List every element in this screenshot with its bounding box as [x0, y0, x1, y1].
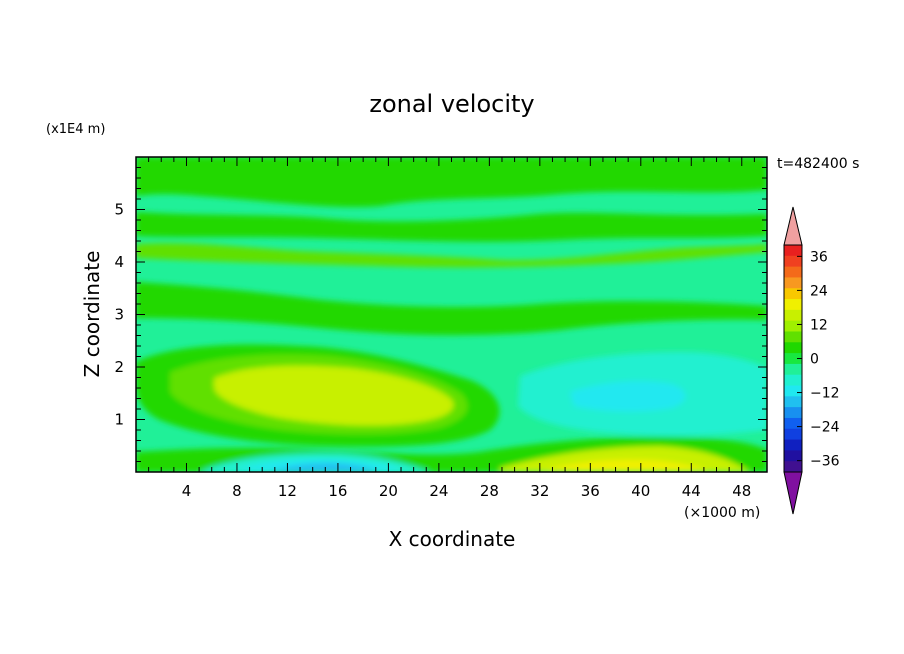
x-axis-ticks: 4 8 12 16 20 24 28 32 36 40 44 48: [148, 157, 755, 500]
x-tick-label: 40: [631, 482, 650, 500]
colorbar-tick-label: −12: [810, 386, 840, 402]
colorbar-tick-label: −36: [810, 454, 840, 470]
colorbar-level: [784, 331, 802, 343]
colorbar-level: [784, 407, 802, 419]
x-tick-label: 48: [732, 482, 751, 500]
y-multiplier-label: (x1E4 m): [46, 122, 105, 137]
contour-cyan-core: [570, 381, 686, 412]
colorbar-level: [784, 255, 802, 268]
x-tick-label: 12: [278, 482, 297, 500]
x-multiplier-label: (×1000 m): [684, 505, 760, 521]
colorbar-tick-label: 24: [810, 283, 828, 299]
colorbar-level: [784, 417, 802, 430]
colorbar-level: [784, 439, 802, 451]
y-tick-label: 5: [114, 201, 124, 219]
colorbar-under-arrow: [783, 471, 803, 515]
contour-mid-band: [136, 282, 767, 336]
contour-upper-band: [136, 157, 767, 207]
contour-field: [136, 157, 767, 472]
x-tick-label: 24: [429, 482, 448, 500]
colorbar-level: [784, 299, 802, 311]
y-axis-ticks: 1 2 3 4 5: [114, 167, 767, 462]
colorbar-tick-label: 0: [810, 352, 819, 368]
x-tick-label: 32: [530, 482, 549, 500]
x-tick-label: 20: [379, 482, 398, 500]
colorbar-level: [784, 374, 802, 387]
contour-surface-yellow: [540, 459, 712, 472]
x-tick-label: 28: [480, 482, 499, 500]
colorbar: 36 24 12 0 −12 −24 −36: [783, 206, 840, 515]
y-axis-label: Z coordinate: [80, 251, 104, 378]
colorbar-level: [784, 342, 802, 354]
colorbar-level: [784, 266, 802, 278]
x-tick-label: 36: [581, 482, 600, 500]
chart-title: zonal velocity: [369, 90, 534, 118]
y-tick-label: 1: [114, 411, 124, 429]
contour-upper-band-2: [136, 212, 767, 242]
colorbar-level: [784, 277, 802, 289]
colorbar-level: [784, 428, 802, 441]
x-tick-label: 16: [328, 482, 347, 500]
colorbar-level: [784, 385, 802, 397]
y-tick-label: 2: [114, 358, 124, 376]
colorbar-tick-label: 12: [810, 317, 828, 333]
colorbar-level: [784, 353, 802, 365]
colorbar-tick-label: 36: [810, 249, 828, 265]
contour-jet-core: [214, 365, 454, 426]
colorbar-tick-label: −24: [810, 420, 840, 436]
colorbar-level: [784, 363, 802, 376]
colorbar-level: [784, 288, 802, 300]
colorbar-level: [784, 450, 802, 462]
y-tick-label: 4: [114, 253, 124, 271]
colorbar-level: [784, 320, 802, 332]
y-tick-label: 3: [114, 306, 124, 324]
colorbar-level: [784, 396, 802, 408]
contour-band-4.2: [136, 243, 767, 268]
x-tick-label: 4: [182, 482, 192, 500]
time-label: t=482400 s: [777, 156, 859, 172]
x-axis-label: X coordinate: [389, 527, 516, 551]
colorbar-level: [784, 245, 802, 257]
colorbar-level: [784, 461, 802, 473]
x-tick-label: 8: [232, 482, 242, 500]
colorbar-over-arrow: [783, 206, 803, 246]
x-tick-label: 44: [682, 482, 701, 500]
colorbar-level: [784, 309, 802, 322]
